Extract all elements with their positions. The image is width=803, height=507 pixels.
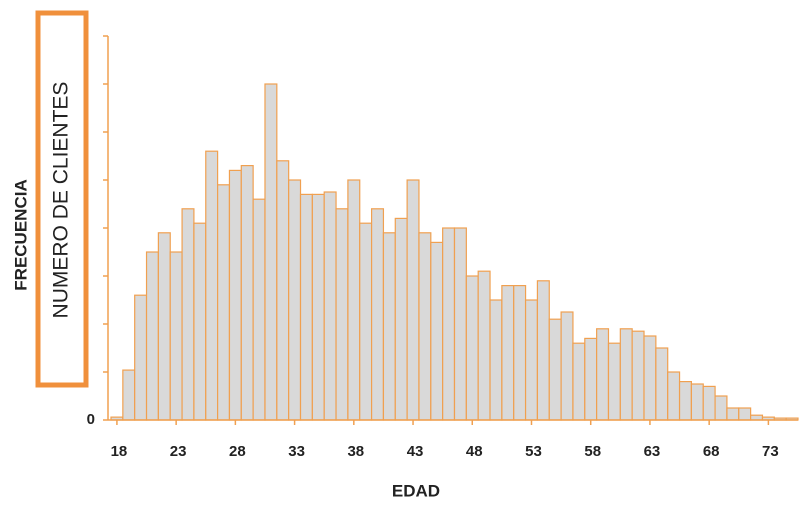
bar	[691, 384, 703, 420]
bar	[123, 370, 135, 420]
bar	[218, 185, 230, 420]
x-tick-label: 38	[347, 443, 364, 460]
x-tick-label: 53	[525, 443, 542, 460]
bar	[537, 281, 549, 420]
bar	[383, 233, 395, 420]
bar	[312, 194, 324, 420]
bar	[443, 228, 455, 420]
bar	[265, 84, 277, 420]
bar	[241, 166, 253, 420]
bar	[466, 276, 478, 420]
bar	[182, 209, 194, 420]
x-tick-label: 18	[111, 443, 128, 460]
x-tick-label: 43	[407, 443, 424, 460]
y-axis-label: NUMERO DE CLIENTES	[50, 82, 73, 319]
x-tick-label: 28	[229, 443, 246, 460]
bar	[644, 336, 656, 420]
x-tick-label: 63	[644, 443, 661, 460]
bar	[573, 343, 585, 420]
bar	[502, 286, 514, 420]
bar	[727, 408, 739, 420]
bar	[715, 396, 727, 420]
bar	[632, 331, 644, 420]
y-tick-label: 0	[87, 411, 95, 428]
bar	[431, 242, 443, 420]
bar	[253, 199, 265, 420]
bar	[158, 233, 170, 420]
bar	[561, 312, 573, 420]
bar	[514, 286, 526, 420]
x-tick-label: 33	[288, 443, 305, 460]
bar	[549, 319, 561, 420]
bar	[348, 180, 360, 420]
bar	[703, 386, 715, 420]
x-tick-label: 73	[762, 443, 779, 460]
bar	[419, 233, 431, 420]
x-tick-label: 23	[170, 443, 187, 460]
bar	[372, 209, 384, 420]
bar	[490, 300, 502, 420]
bar	[336, 209, 348, 420]
bar	[277, 161, 289, 420]
bar	[395, 218, 407, 420]
bar	[360, 223, 372, 420]
bar	[455, 228, 467, 420]
bar	[668, 372, 680, 420]
bar	[585, 338, 597, 420]
chart: FRECUENCIA NUMERO DE CLIENTES EDAD 0 18 23…	[0, 0, 803, 507]
bar	[206, 151, 218, 420]
bar	[597, 329, 609, 420]
bar	[680, 382, 692, 420]
x-tick-label: 58	[584, 443, 601, 460]
bar	[135, 295, 147, 420]
x-tick-label: 48	[466, 443, 483, 460]
bar	[147, 252, 159, 420]
bar	[407, 180, 419, 420]
bar	[289, 180, 301, 420]
bar	[739, 408, 751, 420]
chart-title: FRECUENCIA	[11, 179, 30, 290]
bar	[620, 329, 632, 420]
x-axis-label: EDAD	[392, 481, 440, 500]
bar	[478, 271, 490, 420]
bar	[301, 194, 313, 420]
bar	[608, 343, 620, 420]
bar	[194, 223, 206, 420]
x-tick-label: 68	[703, 443, 720, 460]
bar	[170, 252, 182, 420]
bar	[526, 300, 538, 420]
bar	[229, 170, 241, 420]
bar	[656, 348, 668, 420]
bar	[324, 192, 336, 420]
